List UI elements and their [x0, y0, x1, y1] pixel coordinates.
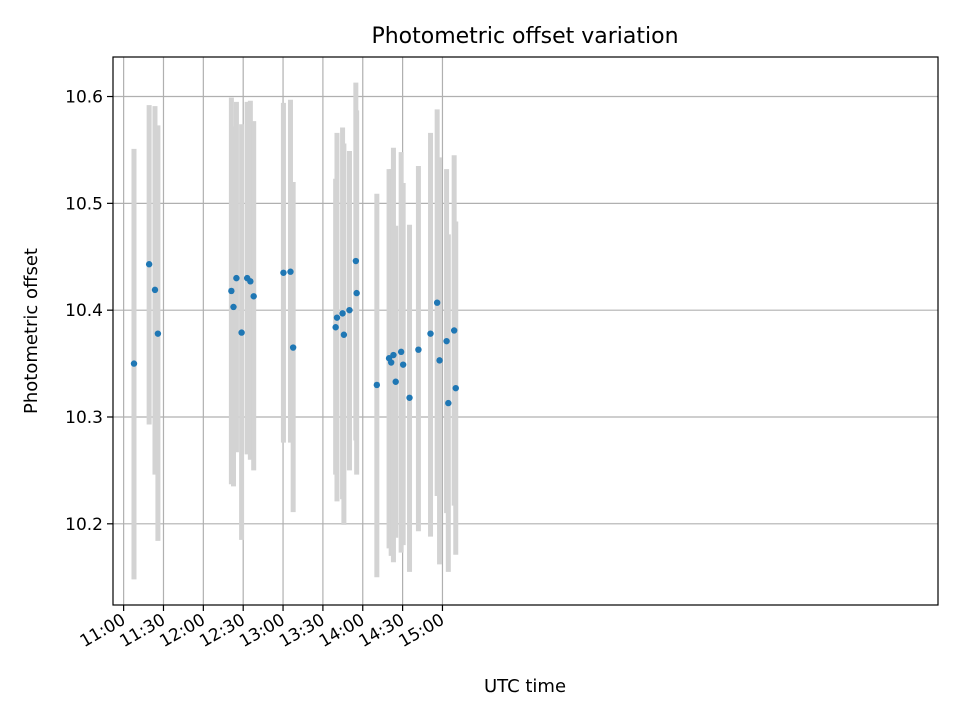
data-point: [373, 381, 381, 389]
data-point: [387, 359, 395, 366]
data-point: [436, 357, 443, 364]
data-point: [233, 274, 240, 282]
data-point: [228, 287, 235, 295]
data-point: [346, 306, 353, 314]
data-point: [333, 314, 341, 321]
x-axis-label: UTC time: [484, 676, 566, 697]
data-point: [427, 330, 434, 337]
data-point: [247, 278, 254, 285]
data-point: [433, 299, 441, 306]
data-point: [340, 331, 348, 338]
data-point: [154, 330, 162, 337]
data-point: [397, 348, 405, 356]
y-axis-ticks: 10.2 10.3 10.4 10.5 10.6: [65, 88, 113, 535]
data-point: [250, 293, 257, 300]
y-tick-label: 10.2: [65, 515, 103, 535]
data-point: [390, 351, 397, 359]
data-point: [445, 399, 452, 407]
data-point: [289, 344, 297, 351]
data-point: [332, 324, 339, 331]
y-tick-label: 10.5: [65, 194, 103, 214]
y-axis-label: Photometric offset: [21, 248, 42, 414]
data-point: [406, 394, 413, 401]
data-point: [353, 289, 360, 297]
data-point: [130, 360, 138, 367]
y-tick-label: 10.6: [65, 88, 103, 108]
data-point: [352, 257, 360, 265]
data-point: [415, 346, 422, 353]
axes-frame: [112, 56, 939, 606]
data-point: [151, 286, 159, 294]
data-point: [392, 378, 399, 385]
chart-title: Photometric offset variation: [371, 24, 678, 49]
data-point: [399, 361, 407, 368]
data-point: [280, 269, 287, 276]
data-point: [287, 268, 294, 275]
y-tick-label: 10.3: [65, 408, 103, 428]
data-point: [450, 327, 458, 334]
data-point: [230, 303, 237, 311]
y-tick-label: 10.4: [65, 301, 103, 321]
data-point: [339, 310, 346, 317]
data-point: [238, 329, 245, 336]
data-point: [452, 384, 459, 392]
data-points: [130, 257, 459, 407]
data-point: [145, 261, 153, 268]
data-point: [443, 337, 450, 345]
